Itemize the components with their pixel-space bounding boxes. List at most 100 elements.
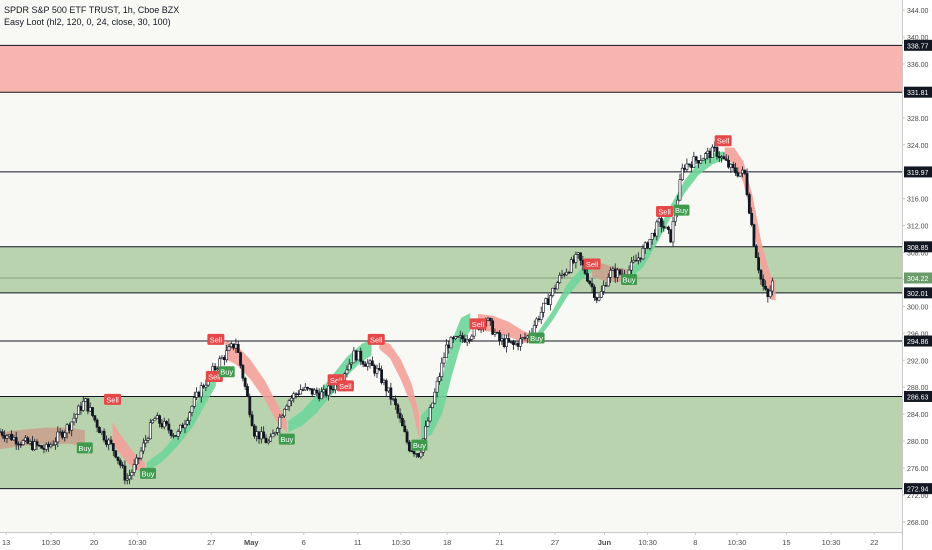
candle-body	[315, 389, 319, 394]
x-axis-tick-label: Jun	[598, 538, 612, 547]
candle-body	[216, 368, 219, 371]
price-level-tag[interactable]	[904, 335, 932, 347]
time-axis-panel[interactable]	[0, 532, 902, 550]
candle-body	[664, 226, 668, 229]
candle-body	[532, 325, 536, 334]
candle-body	[88, 407, 92, 412]
candle-body	[396, 404, 400, 414]
candle-body	[650, 232, 654, 240]
candle-body	[710, 146, 714, 158]
candle-body	[488, 317, 492, 322]
candle-body	[604, 285, 608, 287]
signal-buy-label[interactable]	[621, 273, 638, 285]
signal-sell-label[interactable]	[336, 380, 354, 392]
candle-body	[613, 268, 617, 278]
candle-body	[657, 218, 661, 223]
signal-buy-label[interactable]	[76, 442, 93, 454]
candle-body	[153, 418, 157, 421]
candle-body	[523, 337, 527, 339]
indicator-band-bear	[724, 147, 776, 301]
signal-sell-label[interactable]	[367, 333, 385, 345]
signal-buy-label[interactable]	[218, 366, 235, 378]
candle-body	[632, 260, 636, 263]
candle-body	[391, 398, 395, 401]
x-axis-tick-label: 10:30	[41, 538, 60, 547]
indicator-title[interactable]: Easy Loot (hl2, 120, 0, 24, close, 30, 1…	[4, 17, 171, 27]
candle-body	[743, 169, 747, 174]
candle-body	[368, 360, 372, 364]
signal-buy-label[interactable]	[411, 439, 428, 451]
symbol-title[interactable]: SPDR S&P 500 ETF TRUST, 1h, Cboe BZX	[4, 5, 180, 15]
price-level-tag[interactable]	[904, 287, 932, 299]
signal-sell-label[interactable]	[207, 333, 225, 345]
candle-body	[239, 352, 242, 366]
candle-body	[345, 369, 349, 375]
candle-body	[109, 439, 113, 444]
candle-body	[609, 270, 612, 278]
candle-body	[447, 344, 451, 349]
signal-sell-label[interactable]	[104, 393, 122, 405]
signal-buy-label[interactable]	[140, 467, 157, 479]
candle-body	[757, 257, 761, 271]
candle-body	[715, 147, 719, 157]
signal-sell-text: Sell	[370, 335, 383, 344]
candle-body	[724, 158, 728, 161]
y-axis-tick-label: 272.00	[907, 493, 929, 500]
candle-body	[65, 424, 69, 434]
y-axis-tick-label: 316.00	[907, 197, 929, 204]
signal-sell-label[interactable]	[205, 370, 223, 382]
signal-buy-label[interactable]	[278, 433, 295, 445]
candle-body	[269, 436, 273, 442]
candle-body	[576, 252, 580, 255]
candle-body	[17, 443, 20, 446]
candle-body	[375, 368, 379, 374]
candle-body	[21, 440, 25, 446]
candle-body	[229, 343, 233, 348]
candle-body	[118, 460, 122, 466]
candle-body	[560, 273, 564, 276]
candle-body	[264, 437, 268, 444]
candle-body	[551, 287, 555, 296]
candle-body	[741, 169, 744, 174]
candle-body	[111, 443, 115, 452]
candle-body	[694, 156, 698, 161]
signal-sell-label[interactable]	[469, 318, 487, 330]
price-level-tag[interactable]	[904, 166, 932, 178]
candle-body	[100, 430, 104, 434]
candle-body	[586, 273, 589, 282]
x-axis-tick-label: May	[244, 538, 259, 547]
last-price-tag[interactable]	[904, 272, 932, 284]
signal-sell-label[interactable]	[714, 135, 732, 147]
indicator-band-bull	[420, 313, 471, 442]
price-level-tag[interactable]	[904, 39, 932, 51]
candle-body	[144, 440, 148, 444]
signal-sell-text: Sell	[658, 207, 671, 216]
y-axis-tick-label: 324.00	[907, 143, 929, 150]
candle-body	[162, 421, 166, 428]
price-level-tag[interactable]	[904, 86, 932, 98]
candle-body	[546, 298, 550, 305]
price-level-tag-text: 286.63	[907, 394, 929, 401]
candle-body	[370, 360, 374, 366]
candle-body	[276, 428, 279, 433]
signal-buy-label[interactable]	[528, 332, 545, 344]
candle-body	[285, 405, 289, 410]
y-axis-tick-label: 276.00	[907, 466, 929, 473]
candle-body	[165, 421, 168, 425]
candle-body	[347, 363, 351, 371]
candle-body	[278, 416, 282, 429]
candle-body	[516, 342, 520, 347]
signal-buy-label[interactable]	[673, 204, 690, 216]
candle-body	[722, 156, 726, 160]
price-level-tag[interactable]	[904, 241, 932, 253]
price-level-tag[interactable]	[904, 390, 932, 402]
signal-sell-label[interactable]	[583, 258, 601, 270]
candle-body	[458, 335, 462, 338]
price-level-tag[interactable]	[904, 483, 932, 495]
candle-body	[172, 435, 175, 437]
candle-body	[384, 380, 388, 392]
x-axis-tick-label: 10:30	[391, 538, 410, 547]
signal-sell-label[interactable]	[656, 205, 674, 217]
